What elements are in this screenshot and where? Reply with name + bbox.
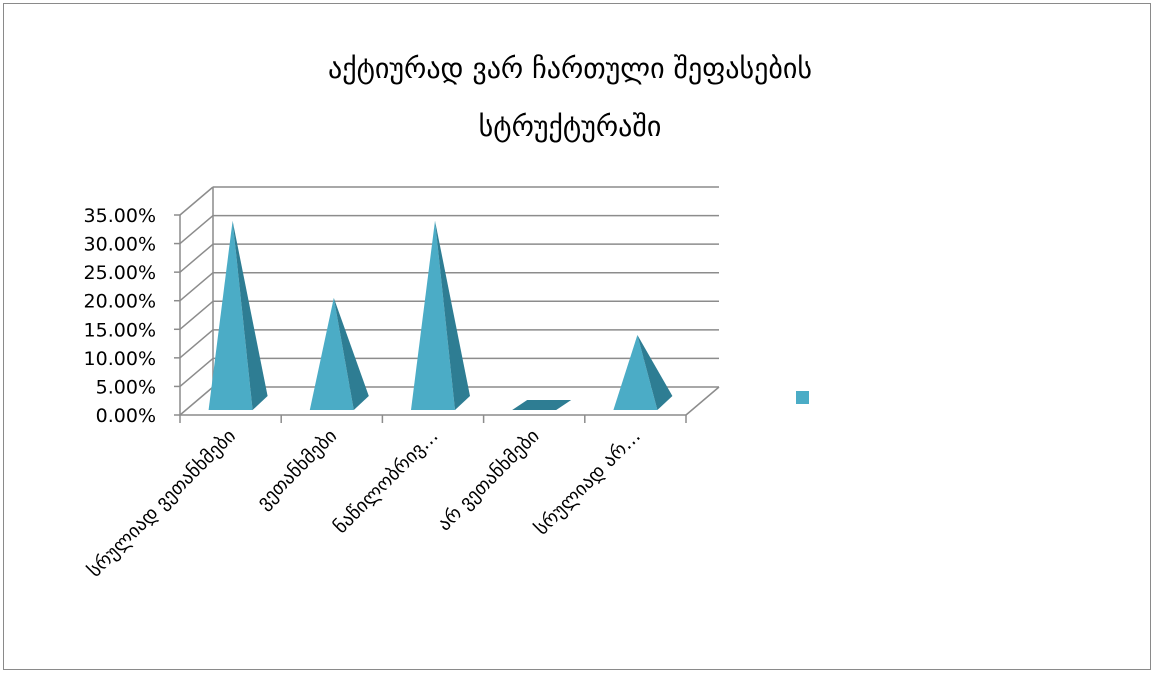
floor-right: [685, 386, 720, 416]
bar: [512, 400, 572, 410]
gridline-side: [179, 214, 214, 245]
x-tick-label: ვეთანხმები: [253, 425, 342, 514]
gridline-side: [179, 300, 214, 330]
y-tick-label: 10.00%: [84, 348, 156, 370]
gridline-side: [179, 357, 214, 388]
gridline-side: [179, 186, 214, 216]
legend-swatch: [796, 391, 809, 404]
y-tick-label: 30.00%: [84, 234, 156, 256]
bar-side: [435, 220, 470, 410]
y-tick-label: 25.00%: [84, 262, 156, 284]
y-tick-label: 20.00%: [84, 291, 156, 313]
chart-frame: [3, 3, 1151, 670]
gridline-side: [179, 272, 214, 302]
y-tick-label: 15.00%: [84, 319, 156, 341]
y-tick-label: 0.00%: [96, 405, 156, 427]
bar: [208, 220, 253, 410]
y-tick-label: 5.00%: [96, 376, 156, 398]
x-tick-label: სრულიად ვეთანხმები: [83, 425, 240, 582]
x-tick-label: არ ვეთანხმები: [433, 425, 543, 535]
bar-side: [333, 297, 369, 410]
bar-side: [637, 335, 673, 410]
bar-side: [232, 220, 268, 410]
y-tick-label: 35.00%: [84, 205, 156, 227]
gridline-side: [179, 329, 214, 359]
bar: [613, 335, 658, 410]
x-tick-label: სრულიად არ…: [530, 425, 645, 540]
chart-title-line2: სტრუქტურაში: [478, 110, 662, 143]
gridline-side: [179, 386, 214, 416]
chart-title-line1: აქტიურად ვარ ჩართული შეფასების: [328, 52, 812, 85]
bar: [411, 220, 455, 410]
x-tick-label: ნაწილობრივ…: [329, 425, 442, 538]
bar: [309, 297, 354, 410]
gridline-side: [179, 243, 214, 273]
